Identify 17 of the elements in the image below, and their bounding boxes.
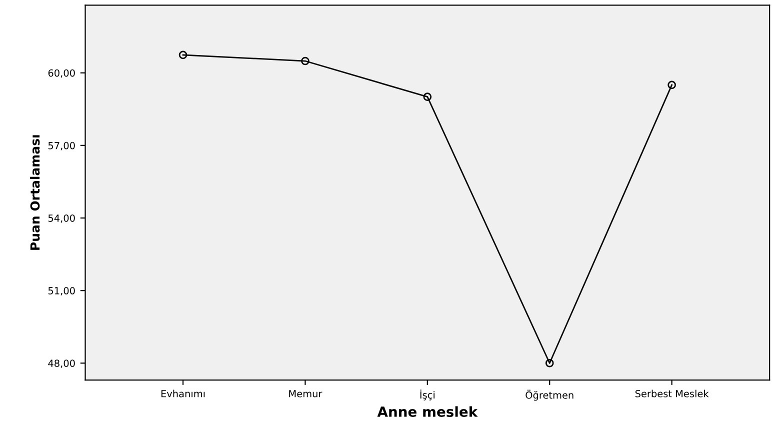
x-tick-label: Öğretmen [526,390,574,401]
y-tick-label: 48,00 [48,360,75,368]
y-axis-title: Puan Ortalaması [30,135,40,250]
x-tick-label: Evhanımı [161,390,205,398]
point [301,56,310,66]
x-axis-title: Anne meslek [377,406,478,417]
x-tick-label: Serbest Meslek [635,390,709,398]
point [423,92,432,101]
y-tick-label: 51,00 [48,287,75,296]
x-tick-label: Memur [289,390,322,398]
y-tick-label: 60,00 [48,69,75,78]
point [178,50,188,60]
x-tick-label: İşçi [420,390,434,400]
point [545,358,554,368]
y-tick-label: 54,00 [48,214,75,223]
y-tick-label: 57,00 [48,142,75,150]
point [668,80,676,90]
